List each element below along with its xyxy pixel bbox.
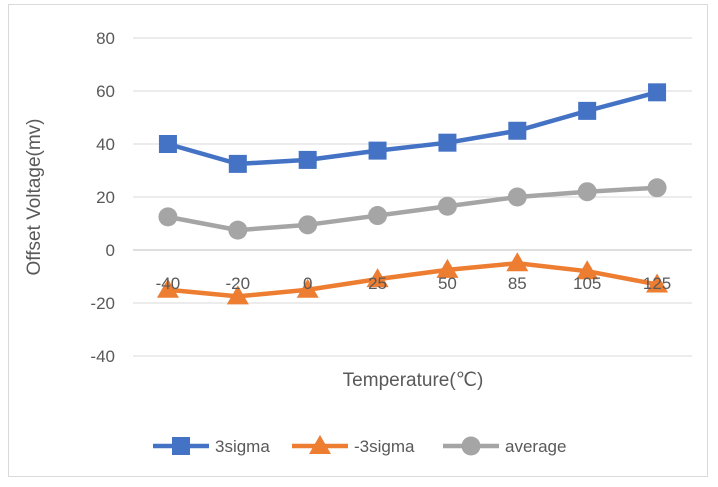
data-point	[226, 285, 249, 305]
legend: 3sigma -3sigma average	[153, 435, 566, 456]
data-point	[578, 101, 597, 120]
series-average	[158, 178, 667, 240]
x-tick-label: 105	[573, 274, 601, 293]
series--3sigma	[156, 252, 669, 305]
legend-marker	[309, 435, 331, 454]
y-tick-label: 60	[96, 82, 115, 101]
data-point	[368, 206, 388, 226]
legend-label: average	[505, 437, 566, 456]
x-tick-label: 0	[303, 274, 312, 293]
data-point	[507, 187, 527, 207]
data-point	[576, 260, 599, 280]
legend-marker	[461, 436, 481, 456]
data-point	[508, 121, 527, 140]
gridlines	[133, 37, 692, 357]
data-point	[298, 215, 318, 235]
series-line	[167, 90, 658, 167]
x-tick-label: -20	[226, 274, 251, 293]
x-axis-title: Temperature(℃)	[343, 370, 484, 391]
data-point	[506, 252, 529, 272]
legend-item-3sigma: 3sigma	[153, 437, 270, 456]
x-tick-label: 25	[368, 274, 387, 293]
y-tick-label: -40	[90, 347, 115, 366]
y-tick-labels: 80 60 40 20 0 -20 -40	[90, 29, 115, 366]
legend-item--3sigma: -3sigma	[292, 435, 415, 456]
data-point	[577, 182, 597, 202]
x-tick-label: 85	[508, 274, 527, 293]
data-point	[228, 154, 247, 173]
data-point	[438, 133, 457, 152]
data-point	[156, 278, 179, 298]
y-axis-title: Offset Voltage(mv)	[24, 119, 45, 276]
legend-item-average: average	[443, 436, 566, 456]
data-point	[158, 207, 178, 227]
series-line	[167, 261, 658, 299]
series-line	[167, 185, 658, 233]
x-tick-label: -40	[156, 274, 181, 293]
data-point	[368, 141, 387, 160]
legend-label: -3sigma	[354, 437, 415, 456]
data-point	[437, 196, 457, 216]
y-tick-label: -20	[90, 294, 115, 313]
data-point	[436, 258, 459, 278]
chart-frame	[8, 4, 708, 477]
y-tick-label: 20	[96, 188, 115, 207]
x-tick-label: 125	[643, 274, 671, 293]
data-point	[298, 150, 317, 169]
data-point	[158, 135, 177, 153]
legend-marker	[172, 437, 190, 455]
y-tick-label: 80	[96, 29, 115, 48]
legend-label: 3sigma	[215, 437, 270, 456]
data-point	[646, 273, 669, 293]
x-tick-label: 50	[438, 274, 457, 293]
y-tick-label: 40	[96, 135, 115, 154]
y-tick-label: 0	[106, 241, 115, 260]
data-point	[647, 178, 667, 198]
data-point	[228, 220, 248, 240]
x-tick-labels: -40 -20 0 25 50 85 105 125	[156, 274, 672, 293]
data-point	[366, 268, 389, 288]
data-point	[296, 278, 319, 298]
data-point	[648, 83, 667, 102]
series-group	[156, 83, 669, 305]
series-3sigma	[158, 83, 667, 173]
